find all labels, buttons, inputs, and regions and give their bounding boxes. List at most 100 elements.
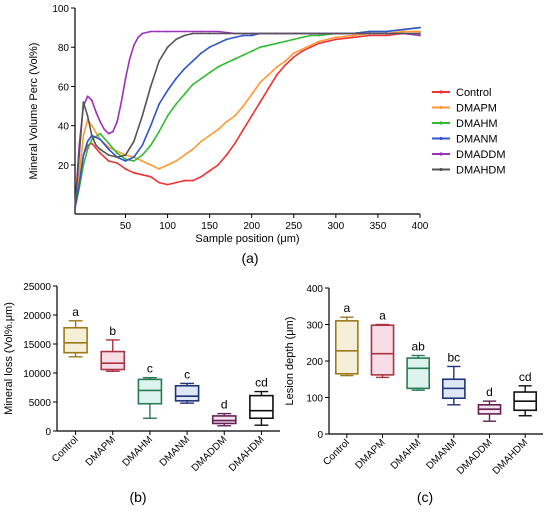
y-tick-label-c: 200 [306,357,323,368]
data-point-dmapm [267,73,270,76]
data-point-control [267,87,270,90]
box-dmaddm [211,415,237,425]
data-point-dmanm [166,89,169,92]
data-point-dmanm [175,77,177,80]
data-point-dmaddm [124,77,127,80]
data-point-dmahdm [250,32,253,35]
panel-label-a: (a) [241,250,258,266]
data-point-dmapm [351,34,354,37]
data-point-dmanm [402,28,405,31]
data-point-dmahm [301,36,304,39]
data-point-control [335,38,337,41]
data-point-dmanm [141,144,144,147]
data-point-dmapm [175,160,177,162]
data-point-dmahdm [225,32,228,35]
data-point-dmapm [183,154,186,157]
series-line-dmahm [74,26,421,209]
significance-letter-control: a [343,301,350,315]
data-point-dmahdm [191,32,194,35]
y-axis-title-c: Lesion depth (μm) [284,317,296,406]
data-point-dmanm [183,67,186,70]
x-tick-label-dmapm: DMAPM [84,434,118,468]
x-tick-label-control: Control [321,437,352,468]
panel-label-c: (c) [417,489,433,505]
data-point-dmaddm [128,58,131,60]
legend-label-dmaddm: DMADDM [456,149,506,161]
legend-label-control: Control [456,87,491,99]
data-point-dmanm [242,34,245,37]
data-point-control [284,64,287,66]
data-point-dmahm [318,34,320,37]
data-point-dmahm [259,46,261,49]
data-point-dmanm [234,36,236,39]
data-point-dmapm [419,30,421,33]
y-tick-label-b: 20000 [23,311,51,322]
data-point-control [133,171,135,174]
data-point-dmahm [292,38,295,41]
legend-marker-dmaddm [439,152,443,156]
data-point-control [107,160,110,162]
data-point-dmapm [318,40,320,43]
data-point-dmaddm [133,44,135,47]
significance-letter-dmanm: bc [447,350,460,364]
x-tick-label-a: 400 [412,221,429,232]
data-point-dmapm [234,115,236,117]
data-point-dmapm [141,160,144,162]
data-point-dmapm [208,134,211,137]
legend-marker-dmahdm [439,167,443,172]
box-control [334,320,359,375]
data-point-dmapm [309,44,312,47]
box-dmahm [406,357,431,390]
data-point-dmahm [242,54,245,56]
data-point-control [141,173,144,176]
box-chart-b: 0 5000 10000 15000 20000 25000 Mineral loss (V… [3,282,280,505]
box-chart-c: 0 100 200 300 400 Lesion depth (μm) Control a DM… [284,284,543,505]
legend-marker-dmapm [439,105,443,110]
x-tick-label-dmanm: DMANM [158,434,192,468]
data-point-dmanm [191,60,194,62]
data-point-dmaddm [137,36,140,39]
data-point-dmapm [292,52,295,54]
data-point-dmaddm [200,30,203,33]
y-tick-label-c: 0 [317,430,323,441]
data-point-dmaddm [158,30,161,33]
data-point-control [318,42,320,45]
data-point-dmahdm [99,148,102,151]
data-point-dmanm [99,138,102,141]
x-tick-label-a: 100 [159,221,176,232]
legend-marker-dmahm [439,121,443,125]
data-point-control [276,73,278,76]
data-point-dmaddm [90,99,93,102]
data-point-dmahm [309,34,312,37]
data-point-dmaddm [217,30,219,33]
y-tick-label-c: 400 [306,284,323,295]
box-dmapm [370,324,395,376]
y-tick-label-b: 5000 [29,398,52,409]
data-point-dmahm [234,58,236,60]
data-point-dmahm [267,44,270,47]
data-point-dmahdm [208,32,211,35]
data-point-control [191,179,194,182]
data-point-control [385,34,388,37]
data-point-dmanm [250,34,253,37]
x-axis-title-a: Sample position (μm) [195,233,299,245]
data-point-dmahdm [368,32,371,35]
data-point-dmapm [250,93,253,96]
significance-letter-dmanm: c [184,367,190,381]
data-point-control [90,142,93,145]
data-point-dmapm [158,168,161,170]
data-point-dmahdm [175,38,177,41]
data-point-dmahm [200,77,203,80]
data-point-dmahm [133,160,135,162]
box-control [63,326,88,354]
data-point-dmanm [124,160,127,162]
significance-letter-control: a [72,305,79,319]
data-point-dmaddm [166,30,169,33]
series-line-dmanm [74,26,421,209]
data-point-dmahdm [74,207,76,210]
y-tick-label-a: 60 [58,82,70,93]
significance-letter-dmahdm: cd [519,370,532,384]
data-point-dmapm [200,140,203,143]
data-point-dmapm [82,134,85,137]
